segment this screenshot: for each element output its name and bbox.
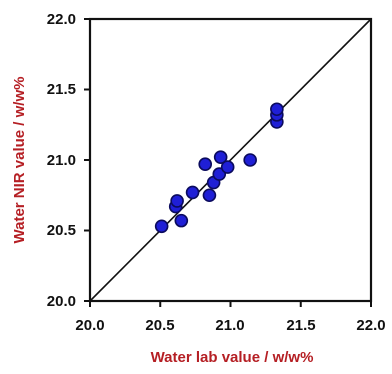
- data-points: [154, 102, 284, 234]
- y-tick-label: 20.0: [47, 293, 76, 310]
- data-point: [198, 157, 213, 172]
- y-tick-label: 21.0: [47, 152, 76, 169]
- x-tick-label: 20.0: [75, 317, 104, 334]
- y-tick-label: 21.5: [47, 81, 76, 98]
- plot-frame: [88, 17, 373, 303]
- data-point: [220, 160, 235, 174]
- identity-reference-line: [89, 18, 372, 302]
- x-tick-label: 22.0: [356, 317, 385, 334]
- y-tick-label: 22.0: [47, 11, 76, 28]
- data-point: [174, 213, 189, 228]
- y-axis-title: Water NIR value / w/w%: [11, 77, 28, 244]
- data-point: [213, 150, 228, 164]
- data-point: [202, 188, 217, 203]
- x-axis-title: Water lab value / w/w%: [151, 349, 314, 366]
- x-tick-label: 21.0: [215, 317, 244, 334]
- data-point: [170, 194, 184, 208]
- y-tick-label: 20.5: [47, 222, 76, 239]
- data-point: [270, 102, 284, 117]
- data-point: [154, 219, 169, 234]
- x-tick-label: 20.5: [145, 317, 174, 334]
- data-point: [243, 153, 257, 167]
- data-point: [185, 185, 200, 200]
- x-tick-label: 21.5: [286, 317, 315, 334]
